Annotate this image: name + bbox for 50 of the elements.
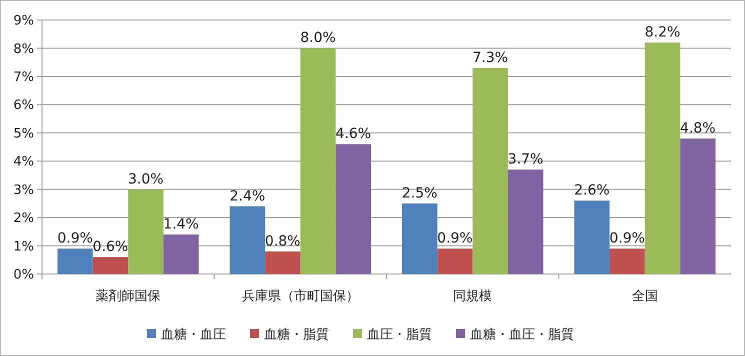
data-label: 8.2% <box>644 24 680 41</box>
x-tick-label: 薬剤師国保 <box>96 289 161 304</box>
data-label: 2.5% <box>402 185 438 202</box>
data-label: 3.7% <box>508 152 544 168</box>
legend-label: 血糖・脂質 <box>264 328 329 343</box>
bar <box>508 170 544 274</box>
bar <box>402 203 438 274</box>
bar <box>230 206 266 274</box>
y-tick-label: 1% <box>13 239 34 254</box>
legend-label: 血糖・血圧 <box>161 328 226 343</box>
data-label: 0.6% <box>92 239 128 256</box>
bar <box>437 248 473 274</box>
data-label: 8.0% <box>300 30 336 46</box>
bar <box>610 248 645 274</box>
y-tick-label: 9% <box>13 14 34 29</box>
bar <box>574 200 610 274</box>
y-tick-label: 2% <box>13 211 34 226</box>
bar <box>58 248 93 274</box>
bar <box>644 42 680 274</box>
bar <box>336 144 371 274</box>
bar <box>472 68 508 274</box>
legend-label: 血糖・血圧・脂質 <box>470 328 574 343</box>
bar <box>163 234 199 274</box>
bar <box>128 189 164 274</box>
bar <box>300 48 336 274</box>
data-label: 0.9% <box>609 230 646 247</box>
bar <box>265 251 300 274</box>
data-label: 1.4% <box>163 216 199 232</box>
data-label: 2.6% <box>574 182 610 199</box>
bar <box>92 257 128 274</box>
bar <box>680 138 716 274</box>
x-tick-label: 同規模 <box>453 289 492 304</box>
legend-label: 血圧・脂質 <box>367 328 432 343</box>
y-tick-label: 4% <box>13 154 34 170</box>
y-tick-label: 7% <box>13 70 34 85</box>
y-tick-label: 8% <box>13 42 34 57</box>
data-label: 0.9% <box>437 230 473 247</box>
data-label: 4.6% <box>336 126 372 142</box>
data-label: 2.4% <box>230 188 266 204</box>
y-tick-label: 0% <box>13 268 34 283</box>
data-label: 0.9% <box>57 230 93 247</box>
data-label: 7.3% <box>472 50 508 66</box>
data-label: 0.8% <box>264 233 301 250</box>
x-tick-label: 兵庫県（市町国保） <box>242 288 359 304</box>
y-tick-label: 5% <box>13 126 34 142</box>
data-label: 3.0% <box>128 171 164 188</box>
data-label: 4.8% <box>680 120 716 137</box>
y-tick-label: 6% <box>13 98 34 114</box>
x-tick-label: 全国 <box>632 289 658 304</box>
y-tick-label: 3% <box>13 182 34 198</box>
